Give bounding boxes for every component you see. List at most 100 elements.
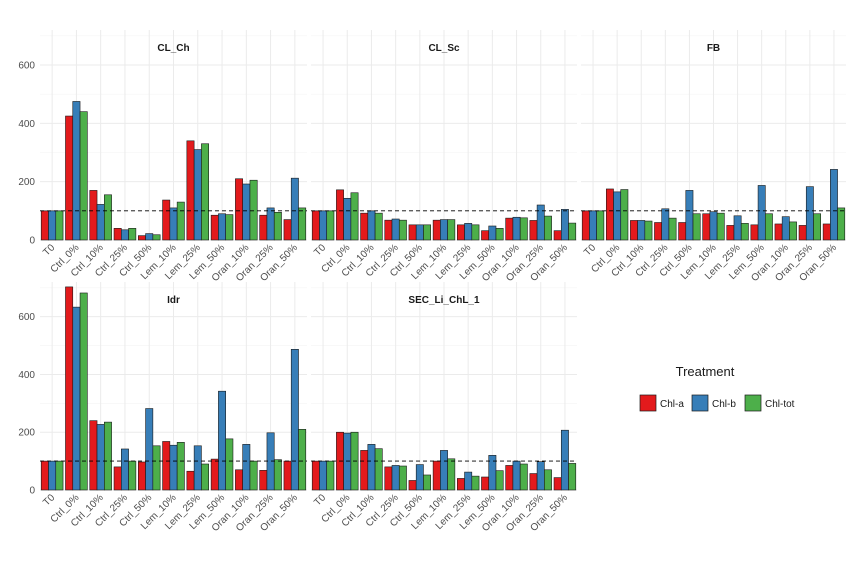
bar-chl-a-ctrl-0 xyxy=(336,189,344,241)
bar-chl-tot-ctrl-50 xyxy=(692,213,701,241)
bar-chl-a-ctrl-0 xyxy=(605,188,614,241)
bar-chl-tot-oran-25 xyxy=(273,211,282,241)
legend-label-chl-a: Chl-a xyxy=(660,399,684,410)
bar-chl-tot-oran-10 xyxy=(249,179,258,241)
bar-chl-a-lem-25 xyxy=(186,140,195,241)
bar-chl-a-oran-50 xyxy=(283,460,292,491)
bar-chl-tot-ctrl-10 xyxy=(374,448,383,491)
y-tick-label: 600 xyxy=(18,312,35,323)
bar-chl-a-oran-25 xyxy=(798,225,807,241)
bar-chl-b-oran-10 xyxy=(781,216,790,241)
bar-chl-tot-ctrl-10 xyxy=(374,212,383,241)
bar-chl-tot-lem-10 xyxy=(447,219,456,241)
panel-fb: FBT0Ctrl_0%Ctrl_10%Ctrl_25%Ctrl_50%Lem_1… xyxy=(581,30,846,284)
panel-cl-sc: CL_ScT0Ctrl_0%Ctrl_10%Ctrl_25%Ctrl_50%Le… xyxy=(311,30,577,284)
bar-chl-b-t0 xyxy=(319,210,328,241)
bar-chl-b-ctrl-10 xyxy=(96,424,105,491)
bar-chl-a-ctrl-50 xyxy=(408,480,417,491)
bar-chl-tot-oran-10 xyxy=(789,221,797,241)
bar-chl-a-ctrl-0 xyxy=(65,115,74,241)
bar-chl-b-oran-25 xyxy=(266,207,275,241)
bar-chl-a-lem-50 xyxy=(481,476,490,491)
bar-chl-tot-oran-25 xyxy=(544,215,552,241)
y-tick-label: 200 xyxy=(18,428,35,439)
bar-chl-tot-lem-10 xyxy=(447,458,456,491)
bar-chl-b-ctrl-10 xyxy=(96,204,105,241)
bar-chl-b-lem-25 xyxy=(193,149,202,241)
bar-chl-tot-t0 xyxy=(326,460,335,491)
bar-chl-tot-ctrl-50 xyxy=(423,224,432,241)
y-tick-label: 200 xyxy=(18,177,35,188)
bar-chl-a-lem-10 xyxy=(162,199,171,241)
panel-sec-li-chl-1: SEC_Li_ChL_1T0Ctrl_0%Ctrl_10%Ctrl_25%Ctr… xyxy=(311,282,577,534)
bar-chl-a-oran-50 xyxy=(822,223,831,241)
bar-chl-b-oran-25 xyxy=(536,204,545,241)
bar-chl-tot-t0 xyxy=(326,210,335,241)
bar-chl-b-ctrl-0 xyxy=(72,306,81,491)
bar-chl-a-t0 xyxy=(40,210,49,241)
bar-chl-a-ctrl-10 xyxy=(360,212,369,241)
bar-chl-b-ctrl-50 xyxy=(145,408,154,491)
bar-chl-b-lem-10 xyxy=(709,211,718,241)
bar-chl-a-ctrl-25 xyxy=(654,222,663,241)
bar-chl-a-oran-25 xyxy=(259,470,268,491)
bar-chl-b-oran-25 xyxy=(805,186,814,241)
bar-chl-a-ctrl-25 xyxy=(384,219,393,241)
panel-title: FB xyxy=(707,43,720,54)
bar-chl-b-ctrl-25 xyxy=(121,229,129,241)
y-tick-label: 0 xyxy=(29,486,35,497)
bar-chl-tot-ctrl-0 xyxy=(620,189,629,241)
bar-chl-a-ctrl-50 xyxy=(408,224,417,241)
panel-title: CL_Ch xyxy=(157,43,189,54)
panel-cl-ch: CL_Ch0200400600T0Ctrl_0%Ctrl_10%Ctrl_25%… xyxy=(18,30,307,284)
bar-chl-tot-ctrl-0 xyxy=(350,192,359,241)
bar-chl-tot-oran-50 xyxy=(298,429,307,491)
x-tick-label: T0 xyxy=(312,492,328,508)
panel-title: SEC_Li_ChL_1 xyxy=(408,295,480,306)
bar-chl-a-lem-10 xyxy=(432,460,441,491)
bar-chl-b-oran-10 xyxy=(242,183,251,241)
bar-chl-b-lem-10 xyxy=(440,219,448,241)
bar-chl-a-oran-50 xyxy=(553,477,562,491)
bar-chl-tot-oran-25 xyxy=(544,469,552,491)
bar-chl-tot-ctrl-10 xyxy=(104,421,112,491)
bar-chl-b-ctrl-10 xyxy=(367,444,376,491)
bar-chl-b-lem-25 xyxy=(464,223,473,241)
bar-chl-b-oran-50 xyxy=(560,209,569,241)
bar-chl-b-t0 xyxy=(589,210,597,241)
bar-chl-a-oran-50 xyxy=(283,219,292,241)
bar-chl-a-lem-50 xyxy=(210,214,219,241)
bar-chl-tot-ctrl-0 xyxy=(79,111,88,241)
legend-swatch-chl-b xyxy=(691,394,709,412)
bar-chl-a-lem-50 xyxy=(210,458,219,491)
bar-chl-tot-ctrl-25 xyxy=(128,228,137,241)
bar-chl-a-t0 xyxy=(40,460,49,491)
bar-chl-a-oran-50 xyxy=(553,230,562,241)
bar-chl-a-ctrl-10 xyxy=(89,190,98,241)
bar-chl-tot-oran-25 xyxy=(813,213,822,241)
legend-label-chl-b: Chl-b xyxy=(712,399,736,410)
bar-chl-a-lem-25 xyxy=(456,478,465,491)
bar-chl-b-oran-10 xyxy=(242,444,251,491)
bar-chl-a-ctrl-50 xyxy=(678,222,687,241)
bar-chl-a-ctrl-25 xyxy=(384,466,393,491)
bar-chl-tot-ctrl-50 xyxy=(152,234,161,241)
bar-chl-a-lem-25 xyxy=(456,224,465,241)
bar-chl-tot-ctrl-50 xyxy=(423,474,432,491)
bar-chl-a-oran-25 xyxy=(529,220,538,241)
panel-title: Idr xyxy=(167,295,180,306)
bar-chl-tot-oran-50 xyxy=(837,207,846,241)
bar-chl-b-ctrl-50 xyxy=(415,224,424,241)
x-tick-label: T0 xyxy=(41,492,57,508)
legend-swatch-chl-a xyxy=(639,394,657,412)
bar-chl-b-oran-25 xyxy=(536,461,545,491)
bar-chl-tot-lem-25 xyxy=(201,463,209,491)
bar-chl-tot-ctrl-25 xyxy=(398,465,407,491)
bar-chl-tot-lem-50 xyxy=(495,228,504,241)
bar-chl-b-t0 xyxy=(48,460,57,491)
bar-chl-a-lem-10 xyxy=(162,441,171,491)
y-tick-label: 0 xyxy=(29,236,35,247)
bar-chl-a-lem-25 xyxy=(726,225,735,241)
bar-chl-tot-oran-50 xyxy=(568,222,577,241)
